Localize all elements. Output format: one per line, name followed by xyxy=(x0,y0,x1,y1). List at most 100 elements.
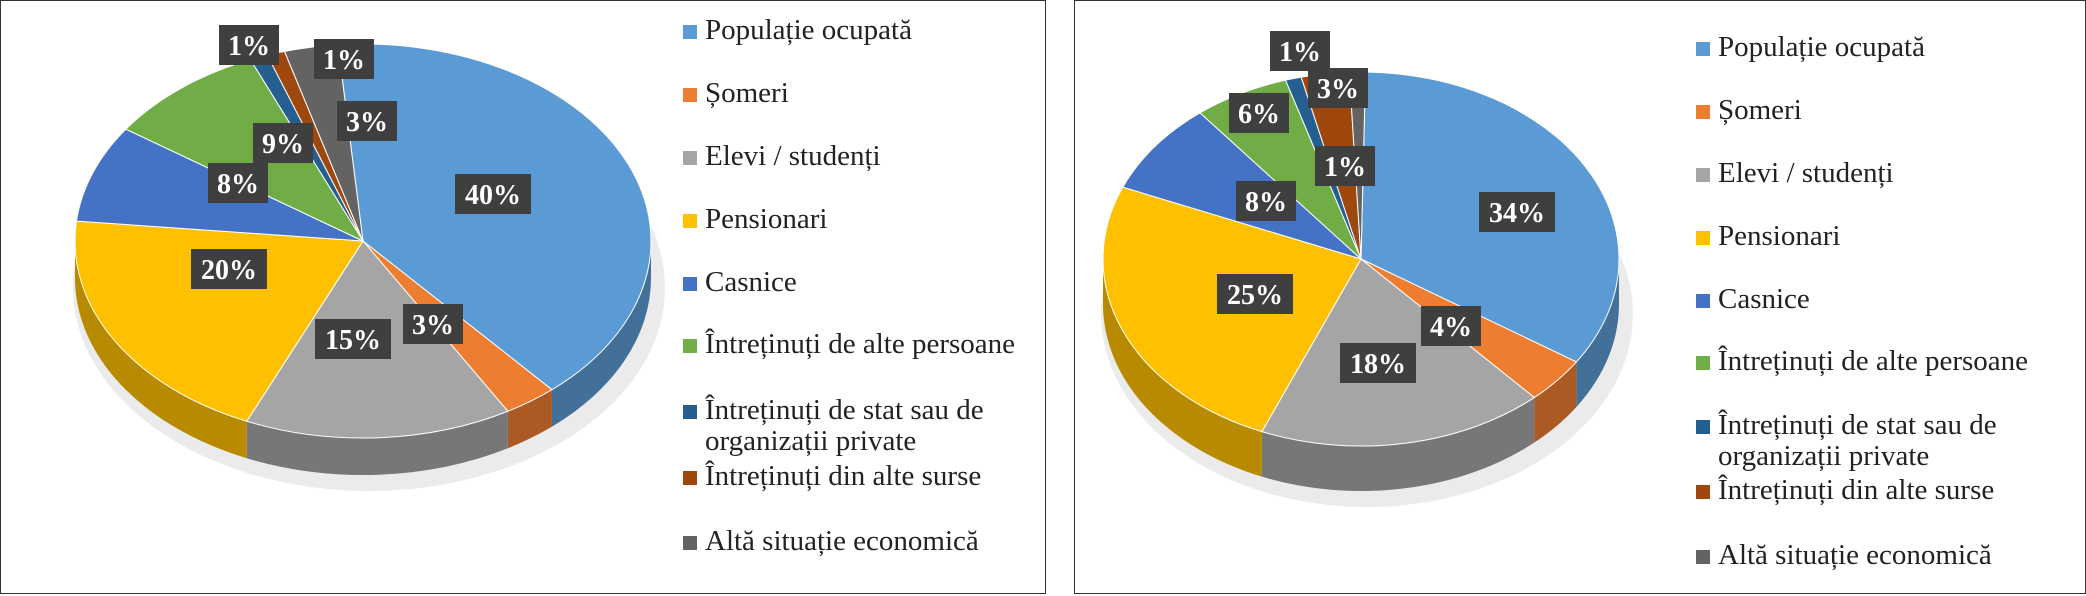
svg-text:1%: 1% xyxy=(1324,152,1366,183)
pie-slices xyxy=(1102,71,1620,447)
pie-chart-1: 40% 3% 15% 20% 8%9% 1% 1% 3% xyxy=(73,25,665,491)
data-labels: 40% 3% 15% 20% 8%9% 1% 1% 3% xyxy=(191,25,531,359)
legend-swatch xyxy=(683,339,697,353)
legend-swatch xyxy=(683,88,697,102)
legend-item: Casnice xyxy=(683,267,1055,298)
legend-item: Elevi / studenți xyxy=(683,141,1055,172)
svg-text:15%: 15% xyxy=(325,325,381,356)
svg-text:3%: 3% xyxy=(1317,74,1359,105)
legend-label: Întreținuți de stat sau de organizații p… xyxy=(705,394,984,457)
svg-text:3%: 3% xyxy=(346,107,388,138)
legend-swatch xyxy=(683,405,697,419)
legend-swatch xyxy=(1696,231,1710,245)
pie-sides xyxy=(75,241,651,475)
legend-label: Pensionari xyxy=(705,203,828,235)
legend-item: Întreținuți din alte surse xyxy=(1696,475,2086,506)
legend-label: Șomeri xyxy=(1718,94,1802,126)
legend-item: Casnice xyxy=(1696,284,2086,315)
legend-swatch xyxy=(1696,105,1710,119)
legend-swatch xyxy=(683,536,697,550)
pie-side-0 xyxy=(551,241,651,427)
svg-text:4%: 4% xyxy=(1430,312,1472,343)
data-labels: 34% 4% 18% 25% 8% 6% 1% 3% 1% xyxy=(1217,31,1555,383)
legend-label: Populație ocupată xyxy=(1718,31,1925,63)
legend-swatch xyxy=(683,277,697,291)
legend-label: Elevi / studenți xyxy=(1718,157,1894,189)
legend-swatch xyxy=(1696,42,1710,56)
legend-item: Populație ocupată xyxy=(683,15,1055,46)
chart-panel-1: 40% 3% 15% 20% 8% 9% 1% 1% 3% Populație ocupată Ș… xyxy=(0,0,1046,594)
legend-item: Pensionari xyxy=(1696,221,2086,252)
svg-text:1%: 1% xyxy=(228,31,270,62)
data-label-0: 34% xyxy=(1479,192,1555,232)
legend-label: Altă situație economică xyxy=(1718,539,1992,571)
legend-swatch xyxy=(1696,485,1710,499)
data-label-4: 8% xyxy=(208,163,268,203)
svg-text:18%: 18% xyxy=(1350,349,1406,380)
legend-item: Altă situație economică xyxy=(683,526,1055,557)
legend-swatch xyxy=(683,471,697,485)
data-label-3: 20% xyxy=(191,249,267,289)
pie-side-3 xyxy=(1103,259,1262,477)
svg-text:34%: 34% xyxy=(1489,198,1545,229)
legend-item: Șomeri xyxy=(1696,95,2086,126)
legend-label: Casnice xyxy=(705,266,797,298)
data-label-5: 6% xyxy=(1229,93,1289,133)
legend-item: Elevi / studenți xyxy=(1696,158,2086,189)
chart-panel-2: 34% 4% 18% 25% 8% 6% 1% 3% 1% Populație ocupată Ș… xyxy=(1074,0,2086,594)
legend-label: Altă situație economică xyxy=(705,525,979,557)
svg-text:1%: 1% xyxy=(1279,37,1321,68)
pie-chart-2: 34% 4% 18% 25% 8% 6% 1% 3% 1% xyxy=(1101,31,1633,507)
pie-side-1 xyxy=(507,389,552,449)
pie-side-0 xyxy=(1576,259,1619,407)
legend-swatch xyxy=(1696,294,1710,308)
legend-swatch xyxy=(1696,550,1710,564)
pie-side-3 xyxy=(75,241,247,459)
legend-label: Întreținuți de alte persoane xyxy=(705,328,1016,360)
data-label-2: 15% xyxy=(315,319,391,359)
legend-label: Întreținuți din alte surse xyxy=(1718,474,1995,506)
legend-item: Întreținuți de alte persoane xyxy=(1696,346,2086,377)
legend-item: Întreținuți de stat sau de organizații p… xyxy=(1696,410,2086,472)
legend-swatch xyxy=(1696,420,1710,434)
legend-swatch xyxy=(1696,168,1710,182)
legend-label: Întreținuți de alte persoane xyxy=(1718,345,2029,377)
svg-text:20%: 20% xyxy=(201,255,257,286)
legend-label: Casnice xyxy=(1718,283,1810,315)
svg-text:8%: 8% xyxy=(217,169,259,200)
legend-item: Întreținuți de alte persoane xyxy=(683,329,1055,360)
data-label-1: 3% xyxy=(403,304,463,344)
legend-swatch xyxy=(683,151,697,165)
data-label-8: 1% xyxy=(1315,146,1375,186)
legend-item: Întreținuți de stat sau de organizații p… xyxy=(683,395,1055,457)
pie-side-2 xyxy=(246,411,508,475)
legend-label: Pensionari xyxy=(1718,220,1841,252)
legend-label: Populație ocupată xyxy=(705,14,912,46)
legend-item: Populație ocupată xyxy=(1696,32,2086,63)
data-label-6: 1% xyxy=(1270,31,1330,71)
svg-text:6%: 6% xyxy=(1238,99,1280,130)
legend-label: Șomeri xyxy=(705,77,789,109)
legend-item: Altă situație economică xyxy=(1696,540,2086,571)
data-label-5: 9% xyxy=(253,123,313,163)
data-label-3: 25% xyxy=(1217,274,1293,314)
data-label-2: 18% xyxy=(1340,343,1416,383)
svg-text:1%: 1% xyxy=(323,45,365,76)
pie-side-1 xyxy=(1534,361,1577,443)
data-label-1: 4% xyxy=(1421,306,1481,346)
pie-slice-0 xyxy=(337,43,652,391)
legend-item: Pensionari xyxy=(683,204,1055,235)
data-label-7: 1% xyxy=(314,39,374,79)
legend-item: Șomeri xyxy=(683,78,1055,109)
legend-swatch xyxy=(1696,356,1710,370)
legend-item: Întreținuți din alte surse xyxy=(683,461,1055,492)
data-label-7: 3% xyxy=(1308,68,1368,108)
svg-text:25%: 25% xyxy=(1227,280,1283,311)
data-label-8: 3% xyxy=(337,101,397,141)
svg-text:3%: 3% xyxy=(412,310,454,341)
legend-label: Întreținuți din alte surse xyxy=(705,460,982,492)
pie-slice-3 xyxy=(74,220,364,422)
svg-text:9%: 9% xyxy=(262,129,304,160)
legend-swatch xyxy=(683,25,697,39)
svg-text:40%: 40% xyxy=(465,180,521,211)
